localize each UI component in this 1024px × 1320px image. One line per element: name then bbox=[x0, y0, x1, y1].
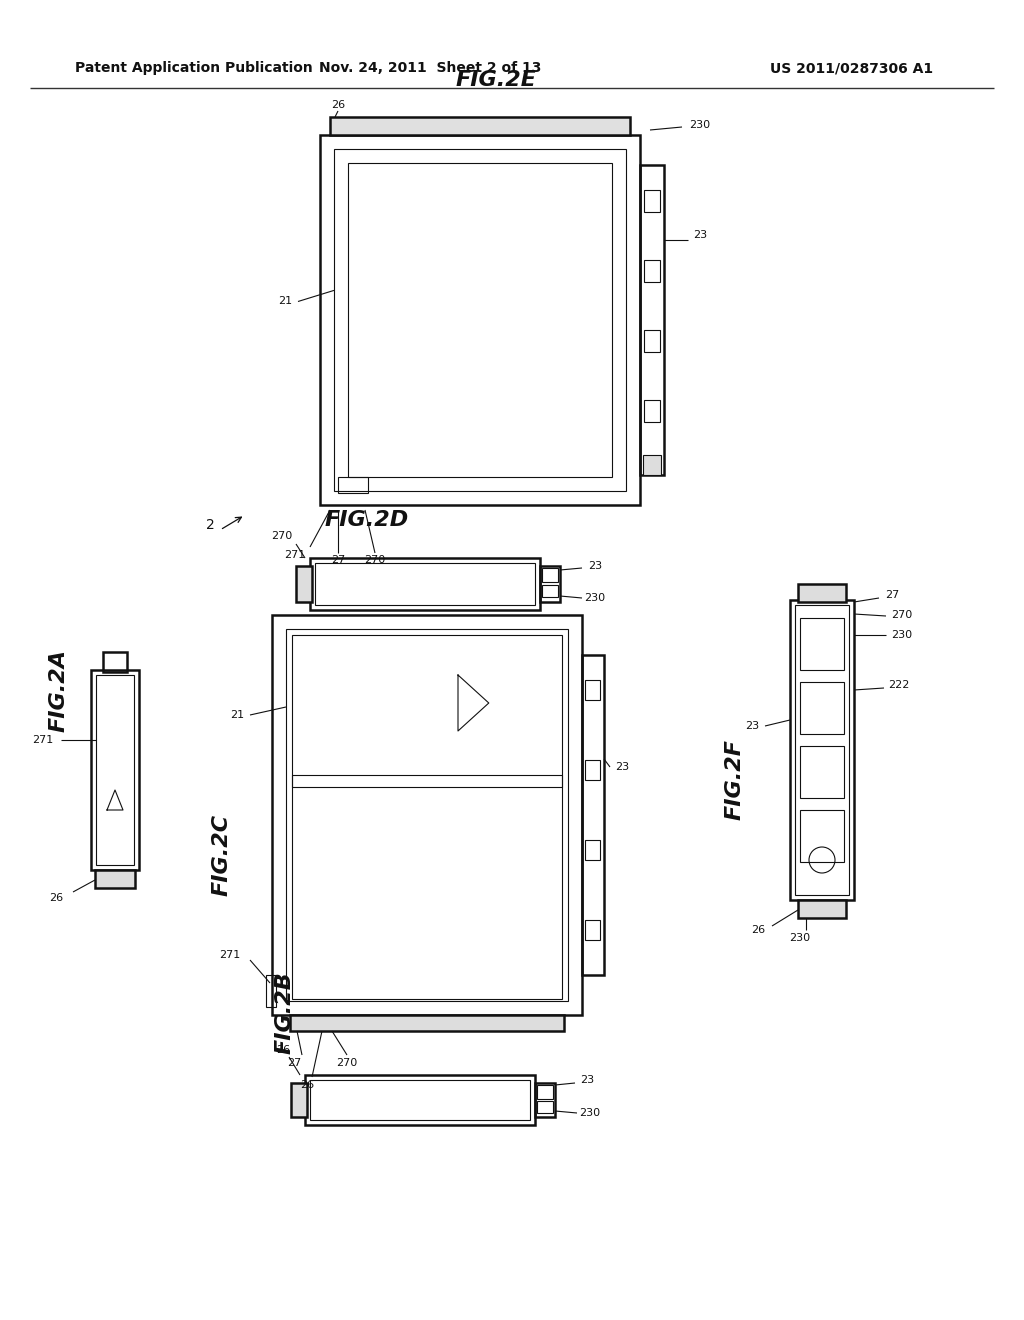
Text: US 2011/0287306 A1: US 2011/0287306 A1 bbox=[770, 61, 933, 75]
Bar bbox=[540, 566, 560, 602]
Bar bbox=[330, 117, 630, 135]
Text: 23: 23 bbox=[588, 561, 602, 572]
Bar bbox=[334, 149, 626, 491]
Bar bbox=[643, 455, 662, 475]
Text: 270: 270 bbox=[271, 531, 293, 541]
Text: 2: 2 bbox=[206, 517, 214, 532]
Text: 222: 222 bbox=[888, 680, 909, 690]
Bar bbox=[644, 330, 660, 352]
Text: 271: 271 bbox=[285, 550, 305, 560]
Bar bbox=[585, 920, 600, 940]
Text: 26: 26 bbox=[331, 100, 345, 110]
Bar bbox=[644, 190, 660, 213]
Bar bbox=[338, 477, 368, 492]
Bar bbox=[296, 566, 312, 602]
Text: 270: 270 bbox=[891, 610, 912, 620]
Bar bbox=[292, 635, 562, 787]
Text: 271: 271 bbox=[219, 950, 241, 960]
Text: FIG.2A: FIG.2A bbox=[49, 648, 69, 731]
Text: 26: 26 bbox=[275, 1045, 290, 1055]
Text: 270: 270 bbox=[336, 1059, 357, 1068]
Text: Patent Application Publication: Patent Application Publication bbox=[75, 61, 312, 75]
Text: 27: 27 bbox=[287, 1059, 301, 1068]
Bar bbox=[585, 680, 600, 700]
Bar bbox=[798, 583, 846, 602]
Bar bbox=[310, 558, 540, 610]
Bar bbox=[95, 870, 135, 888]
Text: 270: 270 bbox=[365, 554, 386, 565]
Bar bbox=[790, 601, 854, 900]
Text: FIG.2E: FIG.2E bbox=[456, 70, 537, 90]
Text: 230: 230 bbox=[585, 593, 605, 603]
Bar bbox=[640, 165, 664, 475]
Bar bbox=[348, 162, 612, 477]
Text: 271: 271 bbox=[32, 735, 53, 744]
Text: 23: 23 bbox=[580, 1074, 594, 1085]
Bar bbox=[542, 568, 558, 582]
Bar bbox=[315, 564, 535, 605]
Bar bbox=[91, 671, 139, 870]
Bar bbox=[800, 810, 844, 862]
Text: 21: 21 bbox=[278, 297, 292, 306]
Text: FIG.2F: FIG.2F bbox=[725, 739, 745, 821]
Text: 230: 230 bbox=[790, 933, 811, 942]
Bar bbox=[290, 1015, 564, 1031]
Bar bbox=[319, 135, 640, 506]
Text: 26: 26 bbox=[751, 925, 765, 935]
Bar bbox=[292, 775, 562, 999]
Bar bbox=[537, 1085, 553, 1098]
Text: 26: 26 bbox=[49, 894, 63, 903]
Bar bbox=[798, 900, 846, 917]
Text: Nov. 24, 2011  Sheet 2 of 13: Nov. 24, 2011 Sheet 2 of 13 bbox=[318, 61, 542, 75]
Text: 23: 23 bbox=[693, 230, 707, 240]
Text: 21: 21 bbox=[230, 710, 244, 719]
Bar bbox=[800, 746, 844, 799]
Bar bbox=[535, 1082, 555, 1117]
Text: 230: 230 bbox=[892, 630, 912, 640]
Bar bbox=[305, 1074, 535, 1125]
Bar bbox=[582, 655, 604, 975]
Bar bbox=[291, 1082, 307, 1117]
Bar bbox=[542, 585, 558, 598]
Text: 27: 27 bbox=[885, 590, 899, 601]
Text: 26: 26 bbox=[300, 1080, 314, 1090]
Bar bbox=[103, 652, 127, 672]
Text: FIG.2D: FIG.2D bbox=[325, 510, 410, 531]
Text: 23: 23 bbox=[615, 762, 629, 772]
Bar bbox=[800, 682, 844, 734]
Text: FIG.2C: FIG.2C bbox=[212, 814, 232, 896]
Bar bbox=[585, 840, 600, 861]
Bar bbox=[266, 975, 276, 1007]
Bar bbox=[272, 615, 582, 1015]
Bar bbox=[537, 1101, 553, 1113]
Text: 230: 230 bbox=[689, 120, 711, 129]
Bar bbox=[96, 675, 134, 865]
Text: 27: 27 bbox=[331, 554, 345, 565]
Bar bbox=[585, 760, 600, 780]
Bar bbox=[644, 400, 660, 422]
Text: FIG.2B: FIG.2B bbox=[275, 972, 295, 1055]
Bar bbox=[800, 618, 844, 671]
Text: 230: 230 bbox=[580, 1107, 600, 1118]
Bar bbox=[644, 260, 660, 282]
Bar bbox=[310, 1080, 530, 1119]
Bar bbox=[795, 605, 849, 895]
Text: 23: 23 bbox=[744, 721, 759, 731]
Bar bbox=[286, 630, 568, 1001]
